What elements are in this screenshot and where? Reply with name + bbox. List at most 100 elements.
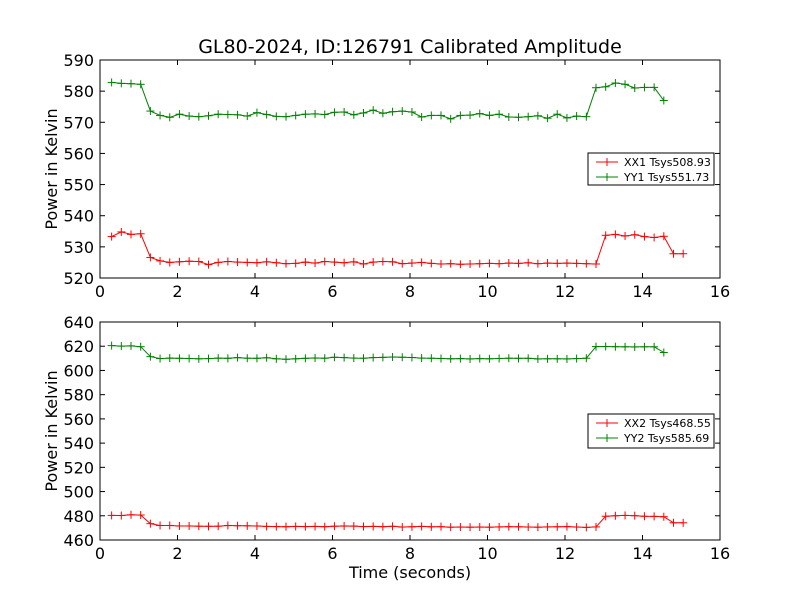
data-point bbox=[291, 522, 300, 531]
data-point bbox=[659, 348, 668, 357]
data-point bbox=[543, 354, 552, 363]
data-point bbox=[117, 342, 126, 351]
data-point bbox=[272, 354, 281, 363]
data-point bbox=[437, 259, 445, 268]
data-point bbox=[621, 231, 630, 240]
data-point bbox=[669, 249, 678, 258]
y-tick-label: 480 bbox=[63, 507, 94, 526]
data-point bbox=[407, 353, 416, 362]
data-point bbox=[466, 111, 475, 120]
data-point bbox=[146, 352, 155, 361]
data-point bbox=[601, 342, 610, 351]
legend-label: YY1 Tsys551.73 bbox=[623, 171, 709, 184]
data-point bbox=[320, 110, 329, 119]
data-point bbox=[146, 519, 155, 528]
data-point bbox=[243, 521, 252, 530]
data-point bbox=[330, 108, 339, 117]
data-point bbox=[175, 110, 184, 119]
data-point bbox=[378, 353, 387, 362]
data-point bbox=[495, 522, 504, 531]
data-point bbox=[456, 111, 465, 120]
data-point bbox=[553, 354, 562, 363]
data-point bbox=[562, 522, 571, 531]
data-point bbox=[233, 353, 242, 362]
data-point bbox=[446, 259, 455, 268]
y-tick-label: 560 bbox=[63, 144, 94, 163]
data-point bbox=[282, 355, 290, 364]
y-tick-label: 520 bbox=[63, 458, 94, 477]
data-point bbox=[611, 230, 620, 239]
data-point bbox=[252, 354, 261, 363]
data-point bbox=[582, 112, 591, 121]
legend-entry: XX1 Tsys508.93 bbox=[596, 156, 711, 169]
data-point bbox=[330, 353, 339, 362]
data-point bbox=[204, 354, 213, 363]
data-point bbox=[562, 113, 571, 122]
y-tick-label: 640 bbox=[63, 313, 94, 332]
data-point bbox=[349, 257, 358, 266]
data-point bbox=[204, 522, 213, 531]
data-point bbox=[117, 79, 126, 88]
data-point bbox=[233, 258, 242, 267]
data-point bbox=[417, 258, 426, 267]
data-point bbox=[475, 354, 484, 363]
x-tick-label: 6 bbox=[327, 282, 337, 301]
data-point bbox=[223, 110, 232, 119]
data-point bbox=[543, 259, 552, 268]
data-point bbox=[214, 354, 223, 363]
data-point bbox=[514, 259, 523, 268]
data-point bbox=[427, 111, 436, 120]
data-point bbox=[252, 521, 261, 530]
x-tick-label: 12 bbox=[555, 282, 575, 301]
legend: XX2 Tsys468.55 YY2 Tsys585.69 bbox=[587, 413, 715, 449]
data-point bbox=[659, 512, 668, 521]
data-point bbox=[243, 112, 252, 121]
data-point bbox=[107, 511, 116, 520]
data-point bbox=[524, 112, 533, 121]
data-point bbox=[311, 109, 320, 118]
data-point bbox=[562, 259, 571, 268]
legend-label: XX2 Tsys468.55 bbox=[624, 417, 711, 430]
data-point bbox=[369, 258, 378, 267]
y-tick-label: 460 bbox=[63, 531, 94, 550]
data-point bbox=[611, 511, 620, 520]
data-point bbox=[543, 522, 552, 531]
data-point bbox=[243, 354, 252, 363]
data-point bbox=[640, 342, 649, 351]
data-point bbox=[621, 80, 630, 89]
data-point bbox=[194, 522, 203, 531]
data-point bbox=[514, 113, 523, 122]
series-line bbox=[111, 345, 665, 360]
data-point bbox=[437, 111, 445, 120]
data-point bbox=[252, 108, 261, 117]
data-point bbox=[640, 232, 649, 241]
series-line bbox=[111, 514, 684, 528]
data-point bbox=[282, 259, 290, 268]
data-point bbox=[485, 259, 494, 268]
data-point bbox=[475, 109, 484, 118]
data-point bbox=[349, 110, 358, 119]
data-point bbox=[136, 229, 145, 238]
data-point bbox=[107, 232, 116, 241]
data-point bbox=[504, 522, 513, 531]
data-point bbox=[320, 354, 329, 363]
data-point bbox=[650, 342, 659, 351]
data-point bbox=[630, 511, 639, 520]
y-tick-label: 600 bbox=[63, 361, 94, 380]
data-point bbox=[311, 353, 320, 362]
data-point bbox=[621, 342, 630, 351]
data-point bbox=[495, 110, 504, 119]
data-point bbox=[223, 257, 232, 266]
data-point bbox=[165, 521, 174, 530]
x-tick-label: 2 bbox=[172, 544, 182, 563]
data-point bbox=[582, 523, 591, 532]
data-point bbox=[156, 354, 165, 363]
data-point bbox=[514, 522, 523, 531]
data-point bbox=[398, 353, 407, 362]
y-tick-label: 520 bbox=[63, 269, 94, 288]
data-point bbox=[456, 260, 465, 269]
data-point bbox=[214, 522, 223, 531]
data-point bbox=[243, 258, 252, 267]
data-point bbox=[185, 521, 194, 530]
